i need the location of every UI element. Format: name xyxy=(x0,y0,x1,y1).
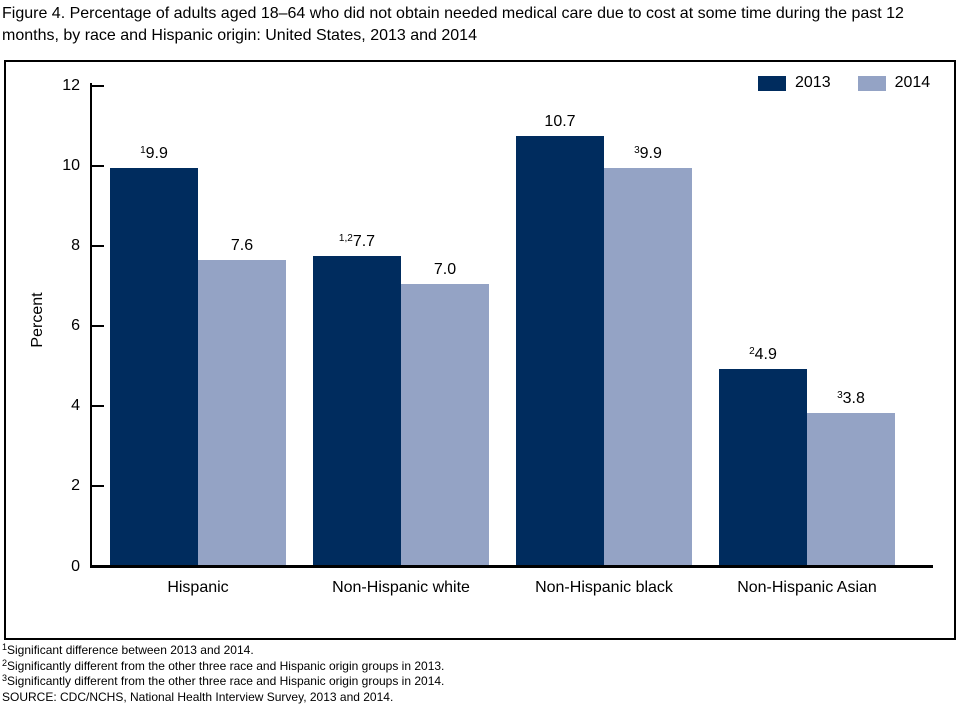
bar-value-label: 10.7 xyxy=(544,113,576,130)
bar-value-label: 33.8 xyxy=(837,390,865,407)
bar-value-label: 24.9 xyxy=(749,346,777,363)
y-tick-label: 0 xyxy=(71,557,80,575)
value-superscript: 3 xyxy=(634,145,640,156)
y-axis-line xyxy=(90,83,92,568)
bar-2013-non-hispanic-white xyxy=(313,256,401,565)
y-tick-label: 8 xyxy=(71,236,80,254)
y-tick-label: 12 xyxy=(62,76,80,94)
bar-value-label: 7.6 xyxy=(230,237,254,254)
bar-value-label: 19.9 xyxy=(140,145,168,162)
legend-swatch-2014 xyxy=(857,75,886,91)
footnote-3: 3Significantly different from the other … xyxy=(2,673,445,689)
y-tick-label: 2 xyxy=(71,477,80,495)
bar-value-label: 7.0 xyxy=(433,261,457,278)
chart-area: 2013 2014 Percent 0 2 4 6 8 10 12 19.9 1,27.7 10.7… xyxy=(4,60,956,640)
bar-2013-hispanic xyxy=(110,168,198,565)
x-category-label-non-hispanic-black: Non-Hispanic black xyxy=(535,579,673,596)
legend-swatch-2013 xyxy=(758,75,786,91)
y-tick-label: 6 xyxy=(71,317,80,334)
y-tick-mark xyxy=(92,405,104,408)
y-tick-mark xyxy=(92,84,104,87)
bar-value-label: 39.9 xyxy=(634,145,662,162)
figure-title: Figure 4. Percentage of adults aged 18–6… xyxy=(2,5,904,44)
bar-value-label: 1,27.7 xyxy=(338,233,376,250)
footnote-superscript: 1 xyxy=(2,642,8,652)
value-superscript: 3 xyxy=(837,390,843,401)
y-tick-label: 10 xyxy=(62,156,80,174)
y-tick-mark xyxy=(92,244,104,247)
footnote-2: 2Significantly different from the other … xyxy=(2,657,445,673)
bar-2014-non-hispanic-asian xyxy=(807,413,895,565)
footnote-superscript: 3 xyxy=(2,673,8,683)
value-superscript: 1,2 xyxy=(338,233,353,244)
x-category-label-non-hispanic-asian: Non-Hispanic Asian xyxy=(737,579,877,596)
legend-label-2014: 2014 xyxy=(894,74,931,91)
bar-2013-non-hispanic-black xyxy=(516,136,604,565)
legend: 2013 2014 xyxy=(758,74,930,92)
y-tick-mark xyxy=(92,164,104,167)
bar-2014-hispanic xyxy=(198,260,286,565)
x-axis-baseline xyxy=(90,565,933,568)
x-category-label-hispanic: Hispanic xyxy=(167,579,229,596)
footnotes-block: 1Significant difference between 2013 and… xyxy=(2,643,956,705)
bar-2014-non-hispanic-black xyxy=(604,168,692,565)
y-tick-mark xyxy=(92,485,104,488)
bar-2013-non-hispanic-asian xyxy=(719,369,807,565)
footnote-1: 1Significant difference between 2013 and… xyxy=(2,642,254,658)
x-category-label-non-hispanic-white: Non-Hispanic white xyxy=(332,579,470,596)
footnote-superscript: 2 xyxy=(2,657,8,668)
value-superscript: 2 xyxy=(749,346,755,357)
source-line: SOURCE: CDC/NCHS, National Health Interv… xyxy=(2,689,394,704)
value-superscript: 1 xyxy=(140,145,146,156)
bar-2014-non-hispanic-white xyxy=(401,284,489,565)
y-tick-mark xyxy=(92,325,104,327)
legend-label-2013: 2013 xyxy=(795,74,831,91)
y-tick-label: 4 xyxy=(71,397,80,415)
